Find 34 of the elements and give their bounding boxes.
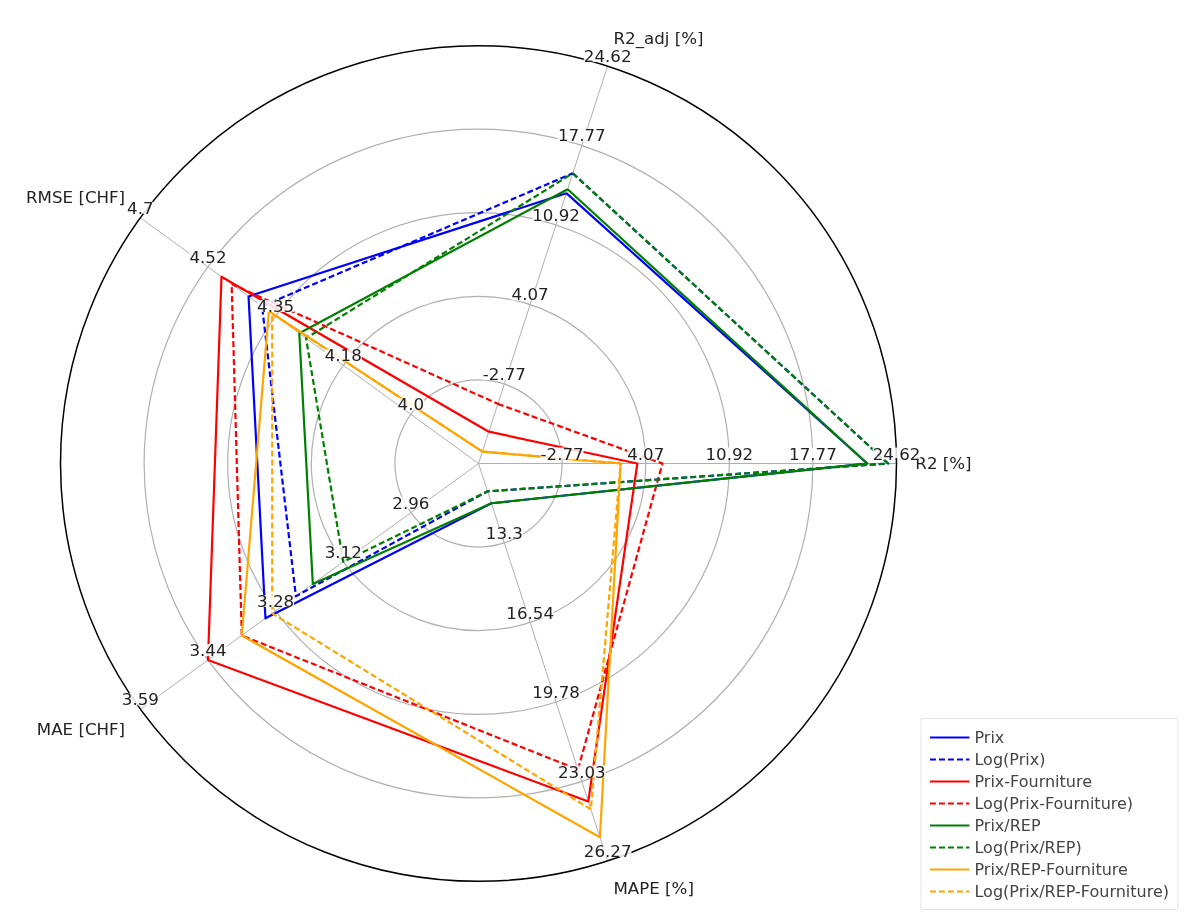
text: 19.78 [532,683,580,703]
text: 16.54 [506,603,555,623]
text: 3.59 [121,690,159,710]
text: 13.3 [485,524,523,544]
text: 17.77 [789,444,837,464]
text: 3.28 [257,591,295,611]
legend-label: Prix-Fourniture [974,771,1093,791]
spoke-label: MAE [CHF] [36,720,126,740]
legend-label: Log(Prix) [974,749,1046,769]
text: 3.44 [189,641,227,661]
spoke-label: RMSE [CHF] [26,187,126,207]
spoke-label: MAPE [%] [613,878,694,898]
legend-label: Log(Prix/REP) [974,837,1082,857]
text: 3.12 [324,542,362,562]
text: 23.03 [557,762,606,782]
text: 4.0 [397,395,425,415]
text: 17.77 [557,126,606,146]
text: 10.92 [532,205,580,225]
text: -2.77 [540,444,584,464]
text: -2.77 [482,364,526,384]
legend-label: Prix [974,727,1005,747]
legend-label: Log(Prix-Fourniture) [974,793,1134,813]
text: 4.07 [511,285,549,305]
text: 2.96 [392,493,430,513]
text: 4.35 [257,297,295,317]
text: 4.52 [189,247,227,267]
text: 4.07 [627,444,665,464]
legend-label: Prix/REP-Fourniture [974,859,1128,879]
text: 10.92 [705,444,754,464]
text: 26.27 [583,842,632,862]
text: 4.7 [127,198,154,218]
legend-label: Prix/REP [974,815,1041,835]
text: 4.18 [324,346,362,366]
legend-label: Log(Prix/REP-Fourniture) [974,881,1169,901]
